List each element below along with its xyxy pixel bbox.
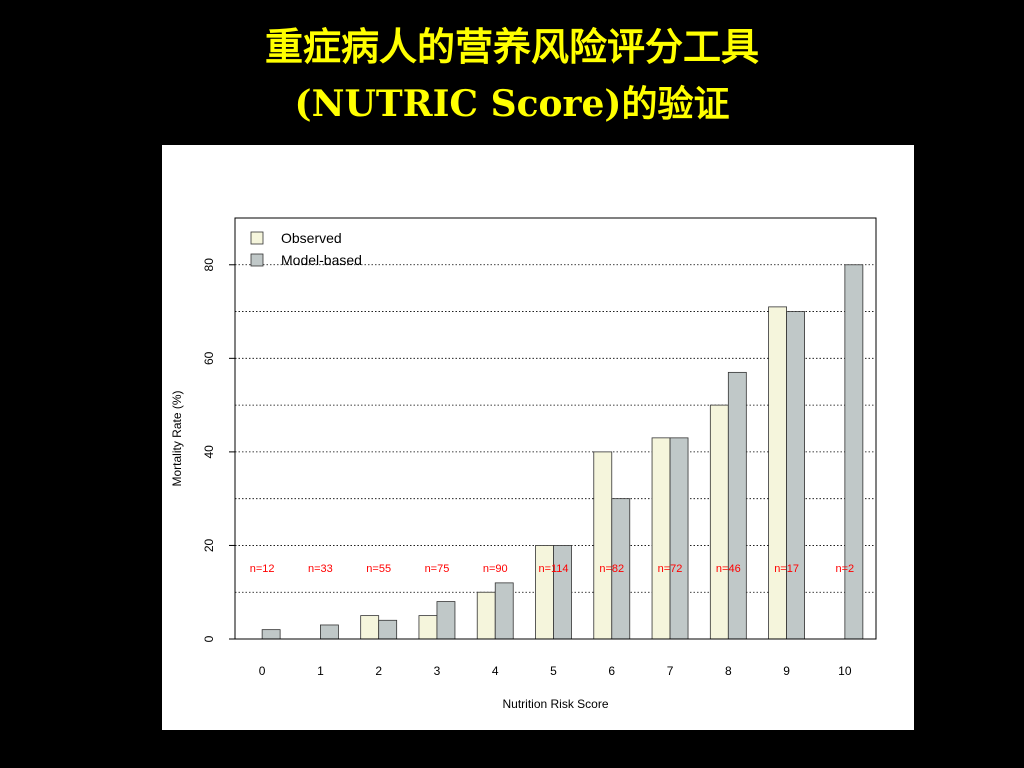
- x-tick-label: 0: [259, 664, 266, 678]
- bar-model-based: [727, 371, 747, 640]
- bar-model-based: [786, 311, 805, 640]
- bar-model-based: [494, 582, 514, 640]
- slide-title-line2: (NUTRIC Score)的验证: [294, 83, 730, 125]
- y-tick-label: 20: [202, 538, 216, 552]
- x-tick-label: 5: [550, 664, 557, 678]
- plot-border: [234, 217, 877, 640]
- sample-size-label: n=17: [774, 563, 799, 575]
- sample-size-label: n=82: [599, 563, 624, 575]
- bar-observed: [709, 404, 729, 640]
- legend-swatch: [250, 231, 264, 245]
- sample-size-label: n=33: [308, 563, 333, 575]
- sample-size-label: n=90: [483, 563, 508, 575]
- legend-label: Model-based: [281, 252, 362, 268]
- x-tick-label: 10: [838, 664, 852, 678]
- sample-size-label: n=46: [716, 563, 741, 575]
- bar-observed: [651, 437, 671, 640]
- sample-size-label: n=72: [658, 563, 683, 575]
- y-tick-label: 40: [202, 445, 216, 459]
- bar-observed: [768, 306, 787, 640]
- x-tick-label: 8: [725, 664, 732, 678]
- sample-size-label: n=75: [425, 563, 450, 575]
- x-axis-title: Nutrition Risk Score: [502, 697, 608, 711]
- x-tick-label: 7: [667, 664, 674, 678]
- bar-observed: [476, 591, 496, 640]
- x-tick-label: 9: [783, 664, 790, 678]
- x-tick-label: 3: [434, 664, 441, 678]
- bar-model-based: [844, 264, 864, 640]
- x-tick-label: 6: [608, 664, 615, 678]
- slide-title-line1: 重症病人的营养风险评分工具: [264, 24, 759, 69]
- x-tick-label: 2: [375, 664, 382, 678]
- bar-observed: [535, 545, 554, 640]
- bar-model-based: [436, 601, 456, 640]
- legend-label: Observed: [281, 230, 342, 246]
- bar-observed: [593, 451, 613, 640]
- sample-size-label: n=114: [538, 563, 568, 575]
- bar-observed: [418, 615, 438, 640]
- legend-swatch: [250, 253, 264, 267]
- bar-model-based: [320, 624, 339, 640]
- y-tick-label: 60: [202, 351, 216, 365]
- y-axis-title: Mortality Rate (%): [170, 390, 184, 486]
- chart-panel: 0 n=12 1 n=33 2 n=55 3 n=75 4 n=90 5 n=114 6 n=82 7 n=7…: [162, 145, 914, 730]
- x-tick-label: 1: [317, 664, 324, 678]
- bar-model-based: [553, 545, 572, 640]
- x-tick-label: 4: [492, 664, 499, 678]
- bar-chart: 0 n=12 1 n=33 2 n=55 3 n=75 4 n=90 5 n=114 6 n=82 7 n=7…: [170, 217, 877, 711]
- bar-observed: [360, 615, 380, 640]
- bar-model-based: [261, 629, 281, 640]
- sample-size-label: n=55: [366, 563, 391, 575]
- y-tick-label: 0: [202, 635, 216, 642]
- bar-model-based: [669, 437, 689, 640]
- sample-size-label: n=2: [836, 563, 855, 575]
- y-tick-label: 80: [202, 258, 216, 272]
- bar-model-based: [378, 619, 398, 640]
- sample-size-label: n=12: [250, 563, 275, 575]
